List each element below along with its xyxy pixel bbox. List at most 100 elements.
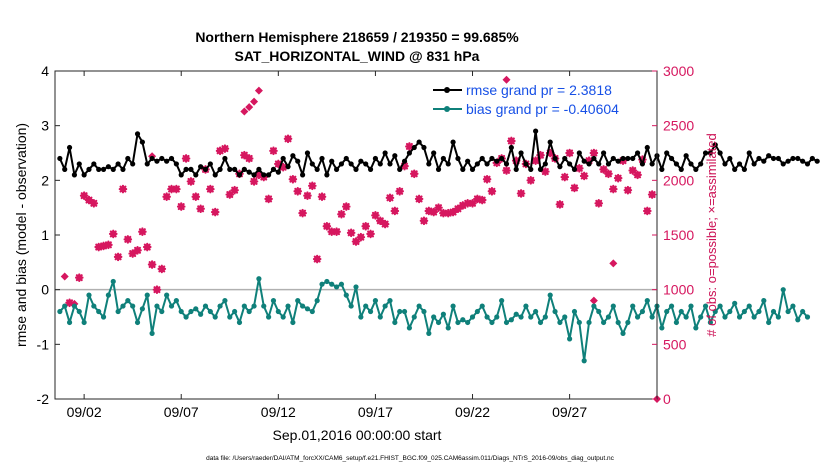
bias-series-point	[785, 308, 791, 315]
bias-series-point	[86, 292, 92, 298]
obs-assimilated-point	[458, 201, 468, 210]
bias-series-line	[59, 277, 809, 362]
bias-series-point	[348, 303, 354, 309]
rmse-series-point	[66, 144, 73, 151]
obs-assimilated-point	[536, 150, 545, 160]
rmse-series-point	[639, 161, 646, 167]
rmse-series-point	[261, 172, 267, 178]
rmse-series-point	[183, 166, 189, 172]
bias-series-point	[222, 298, 228, 304]
rmse-series-point	[450, 139, 456, 145]
bias-series-point	[542, 314, 548, 320]
rmse-series-point	[809, 155, 815, 162]
obs-assimilated-point	[385, 193, 395, 203]
bias-series-point	[81, 319, 87, 326]
rmse-series-point	[125, 155, 131, 162]
bias-series-point	[183, 314, 189, 320]
legend-bias-marker	[444, 106, 450, 112]
rmse-series-point	[649, 161, 655, 167]
rmse-series-point	[246, 169, 252, 175]
rmse-series-point	[236, 172, 243, 178]
obs-assimilated-point	[633, 170, 642, 180]
rmse-series-point	[746, 150, 752, 156]
rmse-series-point	[523, 161, 529, 167]
bias-series-point	[256, 276, 262, 282]
obs-possible-point	[240, 107, 249, 116]
bias-series-point	[358, 314, 364, 320]
bias-series-point	[722, 314, 728, 320]
bias-series-point	[586, 319, 592, 326]
obs-assimilated-point	[507, 136, 516, 146]
obs-assimilated-point	[215, 146, 225, 156]
rmse-series-point	[673, 161, 680, 167]
rmse-series-point	[159, 155, 165, 162]
rmse-series-point	[387, 161, 393, 167]
obs-possible-point	[60, 272, 69, 281]
obs-assimilated-point	[468, 198, 477, 208]
rmse-series-point	[266, 172, 272, 178]
obs-assimilated-point	[249, 177, 259, 186]
obs-assimilated-point	[278, 162, 288, 172]
rmse-series-point	[533, 128, 539, 134]
rmse-series-point	[299, 172, 306, 178]
rmse-series-point	[363, 161, 369, 167]
obs-assimilated-point	[405, 142, 414, 151]
obs-assimilated-point	[269, 146, 278, 156]
obs-assimilated-point	[240, 150, 249, 160]
rmse-series-point	[678, 166, 684, 172]
bias-series-point	[295, 298, 301, 304]
rmse-series-point	[251, 172, 257, 178]
bias-series-point	[644, 298, 650, 304]
rmse-series-point	[751, 161, 757, 167]
bias-series-point	[479, 303, 485, 309]
obs-assimilated-point	[638, 155, 647, 164]
bias-series-point	[149, 330, 155, 336]
rmse-series-point	[100, 166, 107, 172]
rmse-series-point	[460, 166, 466, 172]
obs-assimilated-point	[565, 148, 574, 158]
rmse-series-point	[634, 150, 641, 156]
bias-series-point	[736, 314, 743, 320]
bias-series-point	[465, 319, 471, 326]
legend-bias-label: bias grand pr = -0.40604	[466, 101, 619, 117]
bias-series-point	[688, 303, 694, 309]
rmse-series-point	[552, 155, 558, 162]
bias-series-point	[766, 319, 772, 326]
rmse-series-point	[120, 166, 126, 172]
bias-series-point	[499, 298, 505, 304]
bias-series-point	[110, 278, 116, 285]
rmse-series-point	[329, 158, 335, 164]
y2-tick-label: 2000	[663, 172, 694, 188]
y2-tick-label: 0	[663, 391, 671, 407]
bias-series-point	[382, 303, 388, 309]
bias-series-point	[333, 284, 340, 290]
bias-series-point	[232, 308, 238, 315]
rmse-series-point	[314, 166, 320, 172]
bias-series-point	[746, 303, 752, 309]
rmse-series-point	[275, 169, 281, 175]
obs-assimilated-point	[181, 154, 191, 163]
rmse-series-point	[499, 155, 505, 162]
obs-assimilated-point	[448, 207, 458, 217]
rmse-series-point	[707, 150, 714, 156]
rmse-series-point	[295, 158, 301, 164]
obs-assimilated-point	[79, 191, 89, 200]
bias-series-point	[732, 300, 738, 306]
bias-series-point	[435, 319, 442, 326]
rmse-series-point	[766, 153, 772, 159]
bias-series-point	[299, 303, 306, 309]
rmse-series-point	[722, 161, 728, 167]
bias-series-point	[634, 314, 641, 320]
bias-series-point	[227, 314, 233, 320]
bias-series-point	[591, 303, 597, 309]
obs-possible-point	[589, 296, 598, 305]
bias-series-point	[285, 303, 291, 309]
obs-assimilated-point	[293, 186, 303, 196]
rmse-series-point	[712, 142, 718, 148]
rmse-series-point	[698, 161, 704, 167]
rmse-series-point	[139, 139, 145, 145]
rmse-series-point	[280, 155, 286, 162]
bias-series-point	[193, 306, 199, 312]
obs-assimilated-point	[84, 195, 94, 205]
bias-series-point	[678, 308, 684, 315]
